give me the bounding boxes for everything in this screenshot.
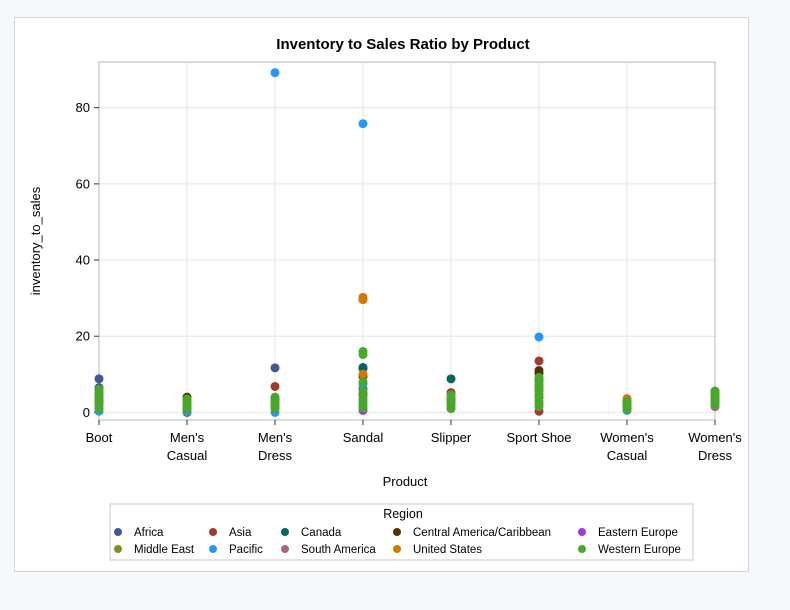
data-point: [534, 372, 544, 382]
data-points: [94, 68, 720, 417]
legend-marker: [281, 528, 289, 536]
data-point: [358, 295, 368, 305]
chart-title: Inventory to Sales Ratio by Product: [276, 36, 529, 53]
legend-box: [109, 503, 694, 561]
data-point: [270, 381, 280, 391]
legend-entry-label: United States: [413, 544, 482, 556]
data-point: [446, 374, 456, 384]
legend-entry-label: Pacific: [229, 544, 263, 556]
data-point: [270, 363, 280, 373]
data-point: [622, 397, 632, 407]
y-tick-label: 80: [76, 100, 90, 115]
y-axis-label: inventory_to_sales: [28, 186, 43, 295]
data-point: [182, 394, 192, 404]
data-point: [358, 349, 368, 359]
legend-entry-label: Central America/Caribbean: [413, 527, 551, 539]
x-tick-label: Casual: [167, 448, 208, 463]
x-tick-label: Men's: [170, 430, 205, 445]
x-tick-label: Women's: [688, 430, 742, 445]
legend-entry-label: Eastern Europe: [598, 527, 678, 539]
legend-marker: [114, 528, 122, 536]
x-tick-label: Slipper: [431, 430, 472, 445]
x-axis: Boot Men's Casual Men's Dress Sandal Slipper Sp…: [86, 420, 742, 463]
x-tick-label: Dress: [698, 448, 732, 463]
legend-entry-label: Africa: [134, 527, 164, 539]
x-tick-label: Men's: [258, 430, 293, 445]
legend-marker: [209, 545, 217, 553]
data-point: [94, 385, 104, 395]
data-point: [358, 369, 368, 379]
chart-panel: Inventory to Sales Ratio by Product 0 20 4…: [14, 17, 749, 572]
legend-entry-label: Canada: [301, 527, 342, 539]
legend-marker: [114, 545, 122, 553]
legend-marker: [578, 545, 586, 553]
data-point: [534, 356, 544, 366]
data-point: [94, 374, 104, 384]
legend-marker: [393, 528, 401, 536]
legend-entry-label: South America: [301, 544, 376, 556]
legend-entry-label: Western Europe: [598, 544, 681, 556]
data-point: [270, 68, 280, 78]
x-axis-label: Product: [383, 474, 428, 489]
scatter-chart: Inventory to Sales Ratio by Product 0 20 4…: [28, 36, 742, 561]
x-tick-label: Sandal: [343, 430, 384, 445]
y-tick-label: 60: [76, 176, 90, 191]
data-point: [358, 119, 368, 129]
data-point: [358, 362, 368, 372]
x-tick-label: Sport Shoe: [506, 430, 571, 445]
legend-entry-label: Asia: [229, 527, 252, 539]
legend-title: Region: [383, 507, 423, 521]
x-tick-label: Women's: [600, 430, 654, 445]
x-tick-label: Casual: [607, 448, 648, 463]
y-tick-label: 20: [76, 329, 90, 344]
data-point: [358, 403, 368, 413]
plot-frame: [98, 61, 716, 421]
legend-marker: [578, 528, 586, 536]
legend-entry-label: Middle East: [134, 544, 195, 556]
data-point: [534, 332, 544, 342]
x-tick-label: Boot: [86, 430, 113, 445]
data-point: [358, 377, 368, 387]
data-point: [446, 390, 456, 400]
y-tick-label: 0: [83, 405, 90, 420]
legend: Africa Asia Canada Central America/Caribbea…: [114, 527, 681, 556]
legend-marker: [393, 545, 401, 553]
data-point: [710, 386, 720, 396]
legend-marker: [281, 545, 289, 553]
legend-marker: [209, 528, 217, 536]
y-tick-label: 40: [76, 253, 90, 268]
y-axis: 0 20 40 60 80: [76, 100, 99, 420]
x-tick-label: Dress: [258, 448, 292, 463]
grid: [98, 62, 716, 420]
data-point: [270, 392, 280, 402]
